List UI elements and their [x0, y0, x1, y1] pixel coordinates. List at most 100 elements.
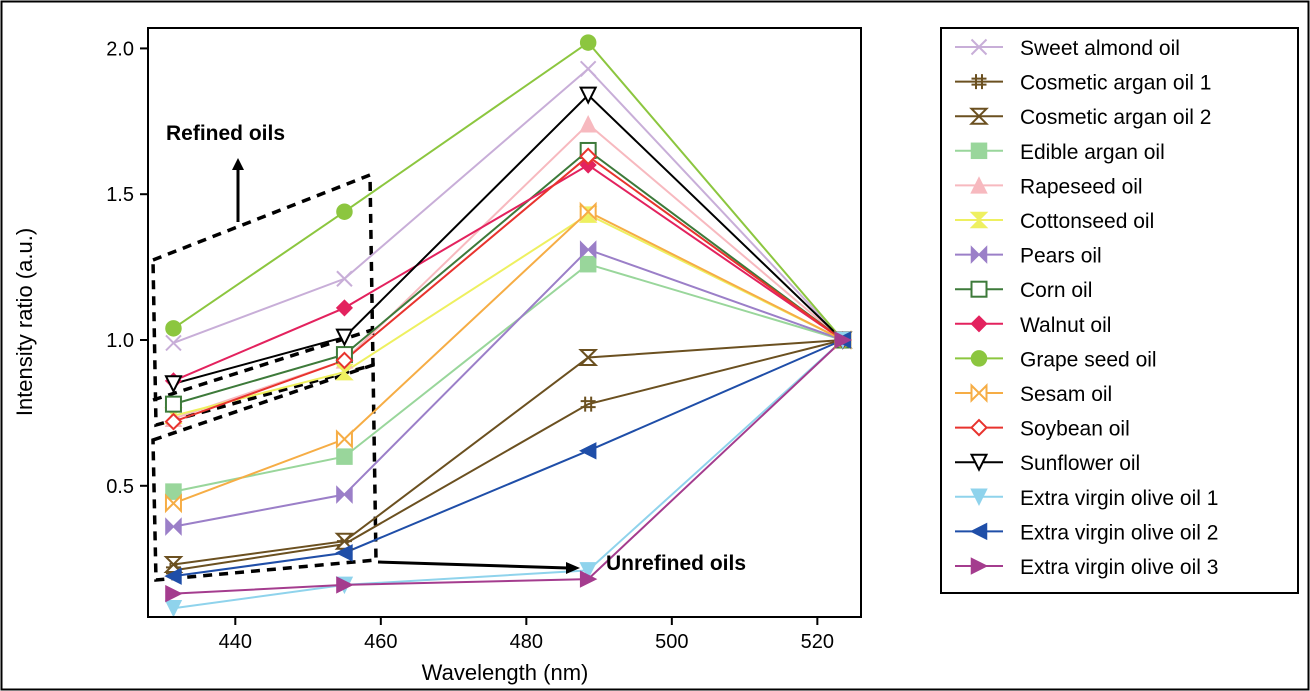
- refined-annotation: Refined oils: [166, 122, 285, 222]
- x-tick-label: 480: [510, 631, 543, 653]
- data-point: [579, 562, 597, 580]
- legend-item: Sunflower oil: [955, 452, 1140, 475]
- series-line: [173, 248, 844, 528]
- data-point: [165, 483, 182, 500]
- data-point: [165, 584, 183, 603]
- unrefined-arrow: [377, 560, 569, 570]
- legend-label: Walnut oil: [1020, 314, 1111, 337]
- series-markers-1: [165, 332, 851, 578]
- data-point: [164, 395, 182, 413]
- series-markers: [163, 34, 853, 618]
- legend: Sweet almond oil Cosmetic argan oil 1 Cosm…: [955, 37, 1218, 579]
- legend-item: Grape seed oil: [955, 348, 1157, 371]
- legend-label: Extra virgin olive oil 2: [1020, 521, 1218, 544]
- legend-item: Extra virgin olive oil 2: [955, 521, 1218, 544]
- series-lines: [172, 41, 844, 610]
- legend-swatch-marker: [970, 418, 988, 437]
- box-divider: [152, 328, 373, 402]
- x-tick-label: 520: [801, 631, 834, 653]
- legend-label: Edible argan oil: [1020, 141, 1165, 164]
- legend-item: Extra virgin olive oil 3: [955, 556, 1218, 579]
- plot-frame: [147, 27, 862, 618]
- series-line: [173, 339, 844, 595]
- series-line: [173, 93, 844, 385]
- data-point: [580, 396, 596, 412]
- unrefined-label: Unrefined oils: [606, 552, 746, 575]
- legend-item: Cosmetic argan oil 1: [955, 72, 1211, 95]
- data-point: [335, 544, 353, 562]
- y-axis: 0.5 1.0 1.5 2.0: [106, 38, 148, 498]
- legend-label: Sunflower oil: [1020, 452, 1140, 475]
- data-point: [165, 334, 182, 352]
- data-point: [164, 493, 182, 514]
- data-point: [163, 556, 184, 574]
- legend-swatch-marker: [970, 245, 988, 264]
- legend-swatch-marker: [971, 74, 987, 90]
- legend-item: Extra virgin olive oil 1: [955, 487, 1218, 510]
- legend-label: Cosmetic argan oil 2: [1020, 106, 1211, 129]
- legend-label: Soybean oil: [1020, 418, 1130, 441]
- legend-swatch-marker: [970, 350, 988, 367]
- group-boxes: [151, 172, 378, 582]
- series-line: [173, 339, 844, 610]
- data-point: [579, 34, 597, 51]
- data-point: [579, 255, 597, 273]
- legend-item: Rapeseed oil: [955, 175, 1143, 198]
- legend-label: Pears oil: [1020, 245, 1102, 268]
- data-point: [164, 600, 183, 618]
- legend-label: Corn oil: [1020, 279, 1092, 302]
- data-point: [336, 576, 354, 594]
- series-markers-7: [164, 141, 852, 413]
- legend-swatch-marker: [970, 38, 988, 56]
- series-markers-2: [163, 331, 853, 574]
- data-point: [336, 448, 353, 465]
- series-line: [173, 338, 843, 566]
- data-point: [579, 60, 597, 78]
- legend-item: Cottonseed oil: [955, 210, 1154, 233]
- data-point: [336, 485, 353, 504]
- legend-label: Rapeseed oil: [1020, 175, 1143, 198]
- series-line: [173, 67, 844, 344]
- legend-label: Sweet almond oil: [1020, 37, 1180, 60]
- legend-swatch-marker: [969, 522, 988, 541]
- series-line: [173, 149, 844, 406]
- data-point: [335, 351, 354, 370]
- series-line: [173, 339, 844, 572]
- legend-swatch-marker: [969, 453, 989, 472]
- data-point: [579, 570, 598, 588]
- series-line: [172, 41, 844, 341]
- series-markers-15: [165, 331, 852, 603]
- data-point: [579, 147, 598, 166]
- series-markers-14: [164, 331, 852, 585]
- data-point: [834, 331, 852, 349]
- data-point: [578, 348, 599, 366]
- refined-label: Refined oils: [166, 122, 285, 145]
- data-point: [164, 375, 183, 394]
- legend-label: Grape seed oil: [1020, 348, 1157, 371]
- legend-swatch-marker: [969, 107, 989, 125]
- unrefined-box: [151, 362, 378, 582]
- data-point: [335, 299, 353, 317]
- legend-label: Cosmetic argan oil 1: [1020, 72, 1211, 95]
- y-axis-title: Intensity ratio (a.u.): [12, 228, 37, 416]
- x-tick-label: 500: [655, 631, 688, 653]
- legend-frame: [940, 27, 1299, 594]
- series-line: [173, 339, 844, 578]
- data-point: [579, 240, 597, 259]
- unrefined-arrow-head: [566, 562, 580, 574]
- data-point: [579, 201, 597, 222]
- series-line: [173, 210, 844, 505]
- data-point: [165, 517, 182, 536]
- legend-item: Sesam oil: [955, 383, 1112, 406]
- data-point: [579, 86, 598, 105]
- data-point: [165, 320, 182, 337]
- data-point: [164, 567, 182, 585]
- y-tick-label: 1.5: [106, 184, 134, 206]
- y-tick-label: 2.0: [106, 38, 134, 60]
- series-line: [173, 263, 844, 493]
- series-line: [173, 213, 844, 417]
- legend-label: Sesam oil: [1020, 383, 1112, 406]
- legend-item: Soybean oil: [955, 418, 1130, 441]
